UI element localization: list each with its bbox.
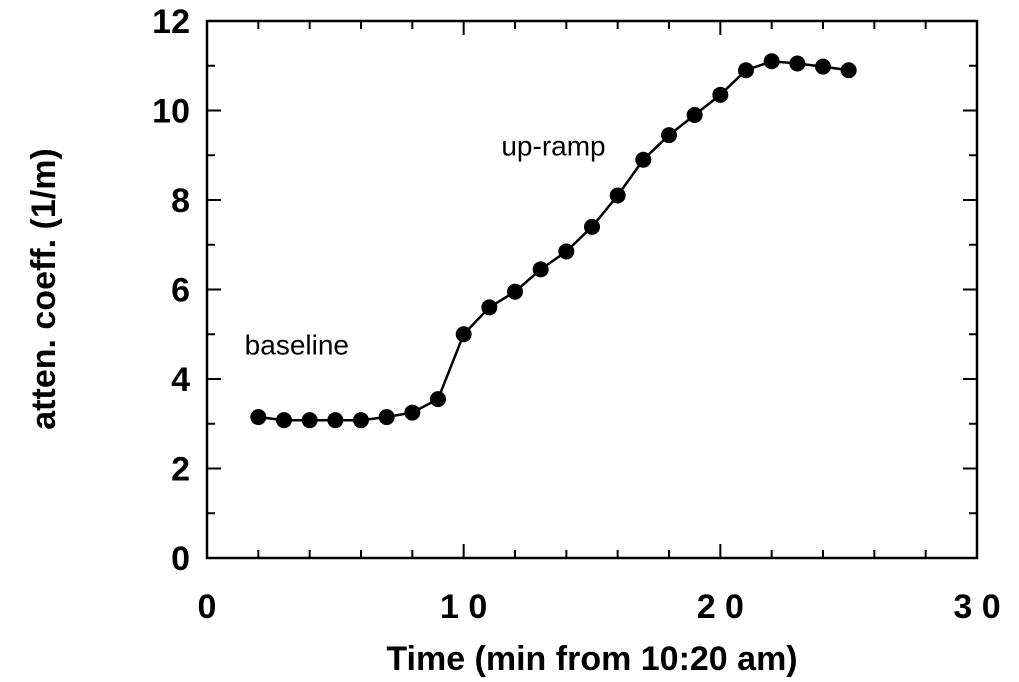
y-axis-title: atten. coeff. (1/m) [25, 148, 63, 429]
y-tick-label: 2 [171, 451, 190, 489]
data-point [378, 409, 395, 426]
data-point [455, 326, 472, 343]
tick-labels: 0 1 0 2 0 3 0 0 2 4 6 8 10 12 [152, 3, 1000, 626]
data-point [250, 409, 267, 426]
data-point [840, 62, 857, 79]
data-point [815, 58, 831, 75]
data-point [327, 412, 344, 429]
annotation-label: baseline [245, 329, 349, 360]
plot-frame [205, 19, 979, 560]
data-point [507, 283, 523, 300]
data-point [430, 391, 446, 408]
series-line [258, 60, 849, 422]
x-tick-label: 3 0 [953, 588, 1000, 626]
data-point [609, 187, 626, 204]
data-point [789, 55, 806, 72]
x-tick-label: 0 [198, 588, 217, 626]
y-tick-label: 10 [152, 93, 190, 131]
data-point [763, 53, 780, 70]
data-point [584, 218, 600, 235]
data-point [301, 412, 318, 429]
data-point [686, 106, 703, 123]
annotation-label: up-ramp [501, 130, 605, 161]
annotations: baseline up-ramp [245, 130, 606, 360]
y-tick-label: 6 [171, 272, 190, 310]
data-point [276, 412, 292, 429]
data-point [635, 151, 652, 168]
y-tick-label: 0 [171, 540, 190, 578]
x-tick-label: 2 0 [697, 588, 744, 626]
data-point [558, 243, 575, 260]
data-point [532, 261, 549, 278]
data-point [481, 299, 498, 316]
x-axis-title: Time (min from 10:20 am) [386, 640, 797, 678]
data-point [712, 86, 729, 103]
y-tick-label: 8 [171, 182, 190, 220]
y-tick-label: 4 [171, 361, 190, 399]
data-point [404, 404, 421, 421]
data-markers [250, 53, 857, 429]
x-tick-label: 1 0 [440, 588, 487, 626]
data-point [661, 127, 677, 144]
ticks-layer [206, 20, 978, 559]
data-point [738, 62, 754, 79]
y-tick-label: 12 [152, 3, 190, 41]
data-point [353, 412, 369, 429]
